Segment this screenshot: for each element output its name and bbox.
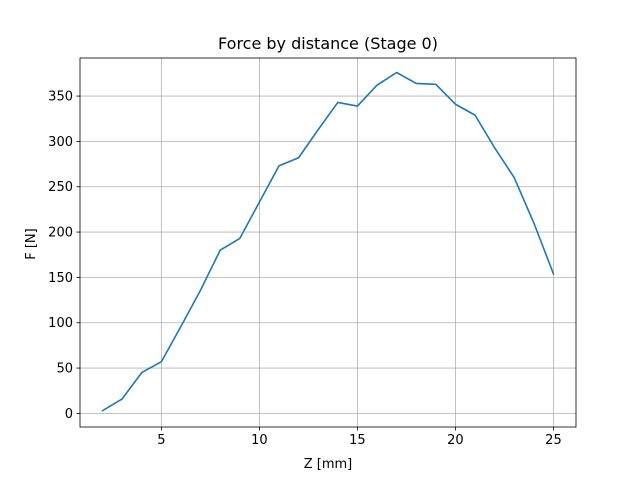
y-tick-label: 50	[56, 362, 73, 377]
y-tick-label: 200	[48, 226, 73, 241]
x-tick-label: 20	[447, 433, 464, 448]
x-tick-label: 10	[251, 433, 268, 448]
y-tick-label: 100	[48, 316, 73, 331]
x-tick-label: 5	[157, 433, 165, 448]
y-tick-label: 150	[48, 271, 73, 286]
x-tick-label: 15	[349, 433, 366, 448]
axes-frame	[79, 57, 577, 428]
grid	[80, 58, 576, 427]
y-tick-label: 350	[48, 90, 73, 105]
y-tick-label: 0	[65, 407, 73, 422]
x-tick-label: 25	[545, 433, 562, 448]
series-line	[101, 71, 555, 412]
y-axis-label: F [N]	[24, 228, 39, 259]
y-tick-label: 250	[48, 180, 73, 195]
y-tick-label: 300	[48, 135, 73, 150]
x-axis-label: Z [mm]	[304, 457, 353, 472]
chart-title: Force by distance (Stage 0)	[218, 34, 438, 53]
